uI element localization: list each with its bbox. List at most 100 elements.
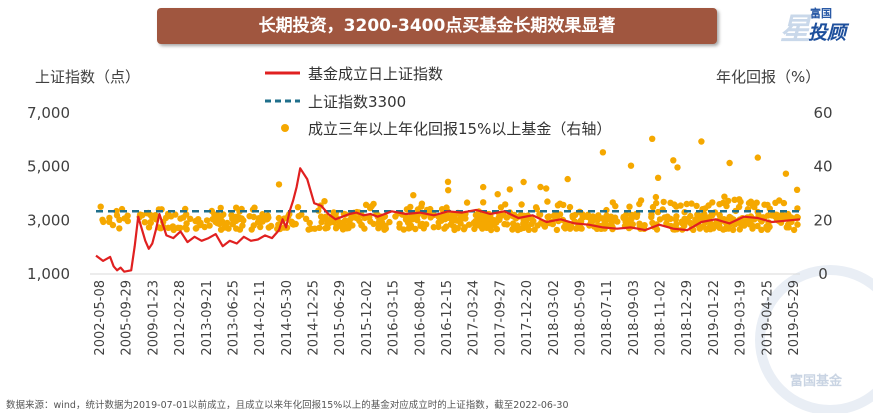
fund-dot bbox=[406, 214, 414, 222]
fund-dot bbox=[509, 225, 516, 232]
fund-dot bbox=[673, 221, 680, 228]
fund-dot bbox=[794, 221, 801, 228]
x-tick-label: 2002-05-08 bbox=[93, 280, 108, 356]
fund-dot bbox=[407, 203, 414, 211]
fund-dot bbox=[626, 203, 633, 210]
fund-dot bbox=[693, 202, 700, 210]
fund-dot bbox=[203, 217, 211, 224]
fund-dot bbox=[322, 213, 329, 220]
fund-dot bbox=[441, 215, 449, 223]
fund-dot bbox=[445, 187, 452, 194]
x-tick-label: 2017-03-24 bbox=[467, 280, 482, 356]
x-tick-label: 2016-03-15 bbox=[387, 280, 402, 356]
fund-dot bbox=[230, 215, 237, 223]
fund-dot bbox=[660, 198, 667, 206]
fund-dot bbox=[696, 214, 703, 221]
fund-dot bbox=[316, 224, 323, 231]
fund-dot bbox=[720, 226, 727, 233]
fund-dot bbox=[687, 219, 694, 227]
fund-dot bbox=[707, 220, 714, 227]
fund-dot bbox=[544, 198, 551, 205]
fund-dot bbox=[543, 185, 550, 192]
fund-dot bbox=[520, 217, 527, 224]
fund-dot bbox=[782, 170, 790, 177]
x-tick-label: 2005-09-29 bbox=[120, 280, 135, 356]
fund-dot bbox=[106, 218, 113, 225]
fund-dot bbox=[520, 224, 527, 232]
x-tick-label: 2014-05-30 bbox=[280, 280, 295, 356]
fund-dot bbox=[257, 223, 264, 231]
fund-dot bbox=[417, 221, 424, 228]
fund-dot bbox=[206, 222, 213, 229]
x-tick-label: 2015-12-02 bbox=[360, 280, 375, 356]
fund-dot bbox=[306, 219, 313, 227]
legend-dots-swatch bbox=[281, 124, 289, 132]
fund-dot bbox=[405, 225, 412, 232]
chart-title: 长期投资，3200-3400点买基金长期效果显著 bbox=[258, 16, 616, 36]
fund-dot bbox=[736, 226, 743, 233]
fund-dot bbox=[544, 213, 551, 221]
index-line-series bbox=[95, 167, 801, 273]
fund-dot bbox=[564, 175, 571, 183]
fund-dot bbox=[430, 224, 437, 231]
fund-dot bbox=[628, 211, 635, 219]
fund-dot bbox=[152, 212, 159, 219]
fund-dot bbox=[494, 191, 501, 198]
fund-dot bbox=[343, 225, 350, 232]
fund-dot bbox=[758, 226, 765, 233]
x-tick-label: 2017-12-20 bbox=[520, 280, 535, 356]
fund-dot bbox=[688, 200, 695, 207]
legend-dots-label: 成立三年以上年化回报15%以上基金（右轴） bbox=[308, 120, 611, 138]
fund-dot bbox=[418, 203, 425, 210]
left-tick-label: 7,000 bbox=[27, 104, 70, 122]
fund-dot bbox=[275, 181, 283, 188]
x-tick-label: 2017-09-27 bbox=[493, 280, 508, 356]
fund-dot bbox=[326, 219, 333, 227]
watermark-ring bbox=[755, 265, 873, 413]
fund-dot bbox=[637, 197, 645, 204]
fund-dot bbox=[746, 221, 753, 228]
right-tick-label: 40 bbox=[813, 158, 832, 176]
fund-dot bbox=[497, 212, 505, 219]
fund-dot bbox=[735, 203, 743, 211]
right-axis-title: 年化回报（%） bbox=[716, 68, 820, 86]
fund-dot bbox=[737, 221, 745, 228]
right-axis: 0 20 40 60 bbox=[813, 104, 832, 283]
fund-dot bbox=[444, 178, 452, 185]
fund-dot bbox=[652, 193, 660, 201]
fund-dot bbox=[463, 199, 471, 206]
fund-dot bbox=[275, 214, 283, 222]
fund-dot bbox=[170, 226, 177, 234]
fund-dot bbox=[182, 224, 189, 231]
left-axis: 1,000 3,000 5,000 7,000 bbox=[27, 104, 70, 283]
fund-dot bbox=[483, 223, 491, 231]
fund-dot bbox=[489, 216, 496, 223]
fund-dot bbox=[772, 211, 779, 219]
left-axis-title: 上证指数（点） bbox=[35, 68, 140, 86]
fund-dot bbox=[449, 217, 456, 225]
fund-dot bbox=[772, 199, 779, 206]
fund-dot bbox=[294, 204, 302, 211]
watermark-text: 富国基金 bbox=[790, 373, 843, 389]
fund-dot bbox=[454, 225, 461, 232]
fund-dot bbox=[302, 215, 310, 222]
fund-dot bbox=[216, 220, 223, 228]
fund-dot bbox=[605, 215, 612, 223]
fund-dot bbox=[246, 213, 253, 220]
fund-dot bbox=[233, 204, 240, 211]
fund-dot bbox=[461, 224, 468, 231]
fund-dot bbox=[410, 192, 417, 199]
fund-dot bbox=[113, 212, 121, 219]
x-tick-label: 2019-03-19 bbox=[734, 280, 749, 356]
fund-dot bbox=[497, 204, 505, 211]
x-tick-label: 2019-05-29 bbox=[787, 280, 802, 356]
x-tick-label: 2014-12-25 bbox=[307, 280, 322, 356]
fund-dot bbox=[566, 203, 574, 211]
x-tick-label: 2009-01-23 bbox=[146, 280, 161, 356]
fund-dot bbox=[239, 222, 246, 229]
fund-dot bbox=[709, 212, 716, 219]
fund-dot bbox=[361, 225, 368, 232]
fund-dot bbox=[220, 211, 227, 218]
x-tick-label: 2018-12-29 bbox=[680, 280, 695, 356]
